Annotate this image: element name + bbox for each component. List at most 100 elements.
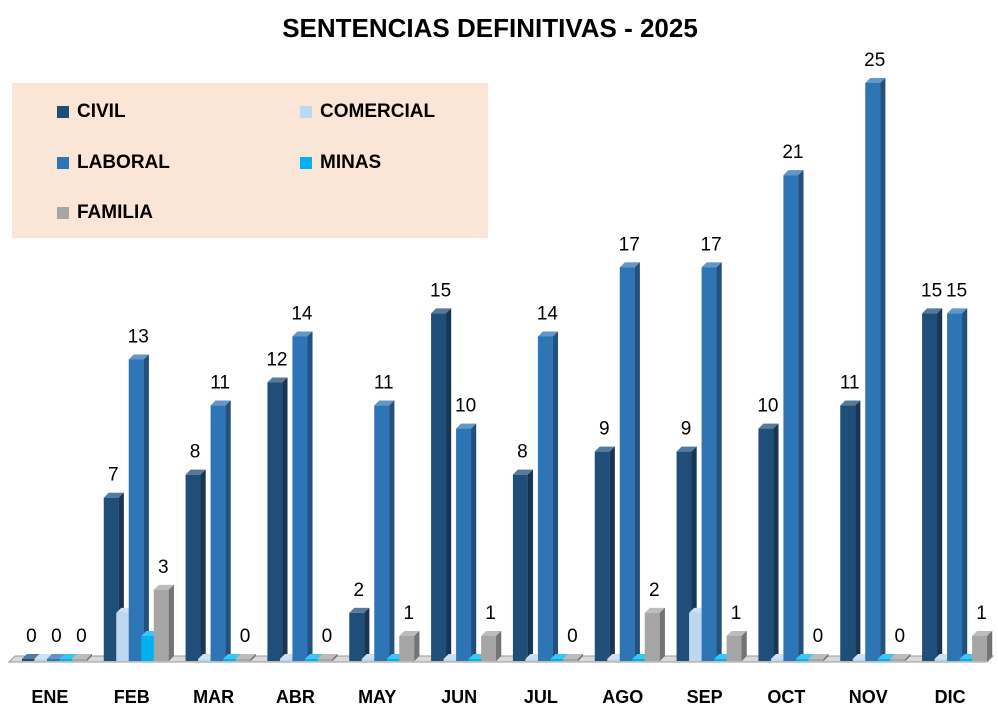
bar-group	[619, 261, 640, 662]
data-label: 1	[976, 603, 987, 624]
bar-top-shade	[292, 331, 313, 337]
x-tick-label: MAR	[193, 687, 234, 707]
x-tick-label: ABR	[276, 687, 315, 707]
bar-side-shade	[741, 630, 747, 661]
bar	[922, 313, 938, 661]
data-label: 12	[266, 350, 287, 371]
bar-top	[676, 446, 697, 452]
bar	[877, 659, 893, 661]
bar-top	[235, 654, 256, 659]
bar-group	[481, 630, 502, 662]
x-tick-label: FEB	[114, 687, 150, 707]
bar	[71, 659, 87, 661]
bar	[34, 659, 50, 661]
bar-side-shade	[446, 308, 452, 661]
bar	[525, 659, 541, 661]
bar-top	[128, 354, 149, 360]
x-tick-label: OCT	[767, 687, 805, 707]
bar-group	[783, 169, 804, 662]
bar	[890, 659, 906, 661]
bar	[512, 474, 528, 661]
bar-top	[71, 654, 92, 659]
bar-top-shade	[890, 654, 911, 659]
data-label: 0	[813, 626, 824, 647]
bar-top-shade	[840, 400, 861, 406]
legend-swatch	[300, 157, 312, 169]
bar-group	[456, 422, 477, 662]
bar	[934, 659, 950, 661]
bar-top-shade	[128, 354, 149, 360]
bar-side-shade	[200, 469, 206, 661]
bar-top	[726, 630, 747, 636]
bar-side-shade	[962, 308, 968, 661]
bar-top-shade	[537, 331, 558, 337]
data-label: 21	[782, 142, 803, 163]
legend-swatch	[57, 106, 69, 118]
bar-top-shade	[103, 492, 124, 498]
bar	[141, 635, 157, 661]
data-label: 8	[517, 442, 528, 463]
data-label: 14	[291, 303, 313, 324]
bar	[607, 659, 623, 661]
bar	[972, 635, 988, 661]
bar-top-shade	[374, 400, 395, 406]
bar	[374, 405, 390, 661]
bar-group	[972, 630, 993, 662]
bar	[959, 659, 975, 661]
bar-side-shade	[496, 630, 502, 661]
bar	[714, 659, 730, 661]
bar	[795, 659, 811, 661]
bar-top	[399, 630, 420, 636]
bar	[116, 612, 132, 661]
bar	[644, 612, 660, 661]
chart-title: SENTENCIAS DEFINITIVAS - 2025	[282, 13, 698, 43]
bar-group	[185, 469, 206, 662]
bar-top-shade	[399, 630, 420, 636]
bar-group	[808, 653, 829, 662]
bar-top-shade	[235, 654, 256, 659]
bar-top	[947, 308, 968, 314]
bar-top	[374, 400, 395, 406]
bar-side-shade	[937, 308, 943, 661]
bar-group	[128, 353, 149, 662]
legend-box	[12, 83, 488, 238]
bar	[279, 659, 295, 661]
bar-side-shade	[609, 446, 615, 661]
bar-top	[865, 78, 886, 83]
bar-group	[374, 399, 395, 662]
data-label: 11	[210, 373, 230, 394]
data-label: 0	[322, 626, 333, 647]
data-label: 9	[599, 419, 610, 440]
bar	[840, 405, 856, 661]
bar-top-shade	[349, 607, 370, 613]
bar-top-shade	[71, 654, 92, 659]
data-label: 11	[374, 373, 394, 394]
bar	[808, 659, 824, 661]
legend-label: FAMILIA	[77, 202, 153, 223]
bar-side-shade	[773, 423, 779, 661]
bar-group	[644, 607, 665, 662]
bar-side-shade	[552, 331, 558, 661]
bar-top-shade	[701, 262, 722, 268]
bar	[431, 313, 447, 661]
bar-top-shade	[512, 469, 533, 475]
data-label: 0	[567, 626, 578, 647]
bar-top	[619, 262, 640, 268]
bar-top	[456, 423, 477, 429]
bar-side-shade	[634, 262, 640, 661]
bar	[292, 336, 308, 661]
data-label: 0	[51, 626, 62, 647]
bar	[468, 659, 484, 661]
bar-top	[808, 654, 829, 659]
bar-group	[726, 630, 747, 662]
data-label: 13	[128, 326, 149, 347]
data-label: 2	[353, 580, 364, 601]
bar	[562, 659, 578, 661]
bar-top-shade	[153, 584, 174, 590]
data-label: 0	[76, 626, 87, 647]
bar-group	[153, 584, 174, 662]
bar-group	[431, 307, 452, 662]
data-label: 10	[455, 396, 476, 417]
data-label: 0	[26, 626, 37, 647]
legend-swatch	[300, 106, 312, 118]
